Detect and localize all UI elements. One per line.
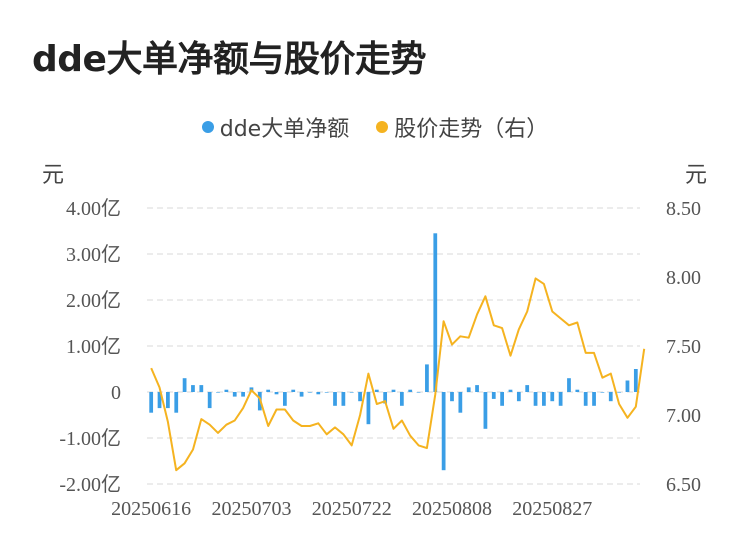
bar <box>308 392 312 393</box>
bar <box>617 392 621 393</box>
legend-item-bar[interactable]: dde大单净额 <box>201 111 350 143</box>
bar <box>316 392 321 395</box>
legend-line-label: 股价走势（右） <box>394 117 549 142</box>
bar <box>608 392 613 402</box>
bar <box>508 389 513 392</box>
bar <box>433 233 438 392</box>
bar <box>483 392 488 429</box>
bar <box>341 392 346 406</box>
left-axis-unit: 元 <box>42 163 65 188</box>
bar <box>416 392 421 393</box>
bar <box>600 392 605 393</box>
right-tick-label: 7.50 <box>666 336 701 358</box>
price-line <box>150 277 646 472</box>
bar <box>266 389 271 392</box>
bar <box>274 392 279 395</box>
legend-line-marker <box>376 121 389 133</box>
legend: dde大单净额 股价走势（右） <box>0 111 750 143</box>
bar <box>391 389 396 392</box>
left-tick-label: 4.00亿 <box>66 197 121 220</box>
x-tick-label: 20250703 <box>211 498 291 520</box>
bar <box>399 392 404 406</box>
chart-title: dde大单净额与股价走势 <box>32 39 426 80</box>
left-tick-label: 0 <box>111 382 121 404</box>
bar <box>466 387 471 392</box>
legend-item-line[interactable]: 股价走势（右） <box>376 111 548 143</box>
bar <box>174 392 179 413</box>
bar <box>550 392 555 402</box>
left-tick-label: -1.00亿 <box>59 427 121 450</box>
right-tick-label: 8.00 <box>666 267 701 289</box>
left-tick-label: 1.00亿 <box>66 335 121 358</box>
left-tick-label: 3.00亿 <box>66 243 121 266</box>
legend-bar-label: dde大单净额 <box>219 117 350 142</box>
bar <box>149 392 154 413</box>
right-axis-unit: 元 <box>685 163 708 188</box>
bar <box>542 392 546 406</box>
bar <box>475 385 479 392</box>
bar <box>358 392 362 402</box>
bar <box>216 392 220 393</box>
x-tick-label: 20250808 <box>412 498 492 520</box>
bar <box>299 392 304 397</box>
bar <box>199 385 204 392</box>
bar <box>182 378 187 392</box>
bar <box>291 389 296 392</box>
bar <box>232 392 237 397</box>
left-tick-label: 2.00亿 <box>66 289 121 312</box>
bar <box>458 392 463 413</box>
bar <box>241 392 245 397</box>
bar <box>533 392 538 406</box>
bar <box>425 364 429 392</box>
bar <box>333 392 337 406</box>
bar <box>383 392 388 404</box>
bar <box>282 392 287 406</box>
bar <box>450 392 454 402</box>
right-tick-label: 8.50 <box>666 198 701 220</box>
bar <box>500 392 505 406</box>
bar <box>525 385 530 392</box>
x-tick-label: 20250827 <box>512 498 592 520</box>
x-tick-label: 20250616 <box>111 498 191 520</box>
bar <box>567 378 571 392</box>
bar <box>575 389 580 392</box>
bar <box>558 392 563 406</box>
bar <box>408 389 413 392</box>
bar <box>441 392 446 471</box>
bar <box>207 392 212 409</box>
left-tick-label: -2.00亿 <box>59 473 121 496</box>
bar <box>583 392 588 406</box>
bar <box>157 392 162 409</box>
bar <box>516 392 521 402</box>
x-tick-label: 20250722 <box>312 498 392 520</box>
bar <box>633 369 638 392</box>
legend-bar-marker <box>201 121 214 133</box>
bar <box>224 389 229 392</box>
bar <box>166 392 170 409</box>
bar <box>625 380 630 392</box>
bar <box>374 389 379 392</box>
right-tick-label: 7.00 <box>666 405 701 427</box>
bar <box>366 392 371 425</box>
bar <box>491 392 496 399</box>
bar <box>592 392 596 406</box>
bar <box>324 392 329 393</box>
right-tick-label: 6.50 <box>666 474 701 496</box>
bar <box>349 392 354 393</box>
bar <box>191 385 195 392</box>
